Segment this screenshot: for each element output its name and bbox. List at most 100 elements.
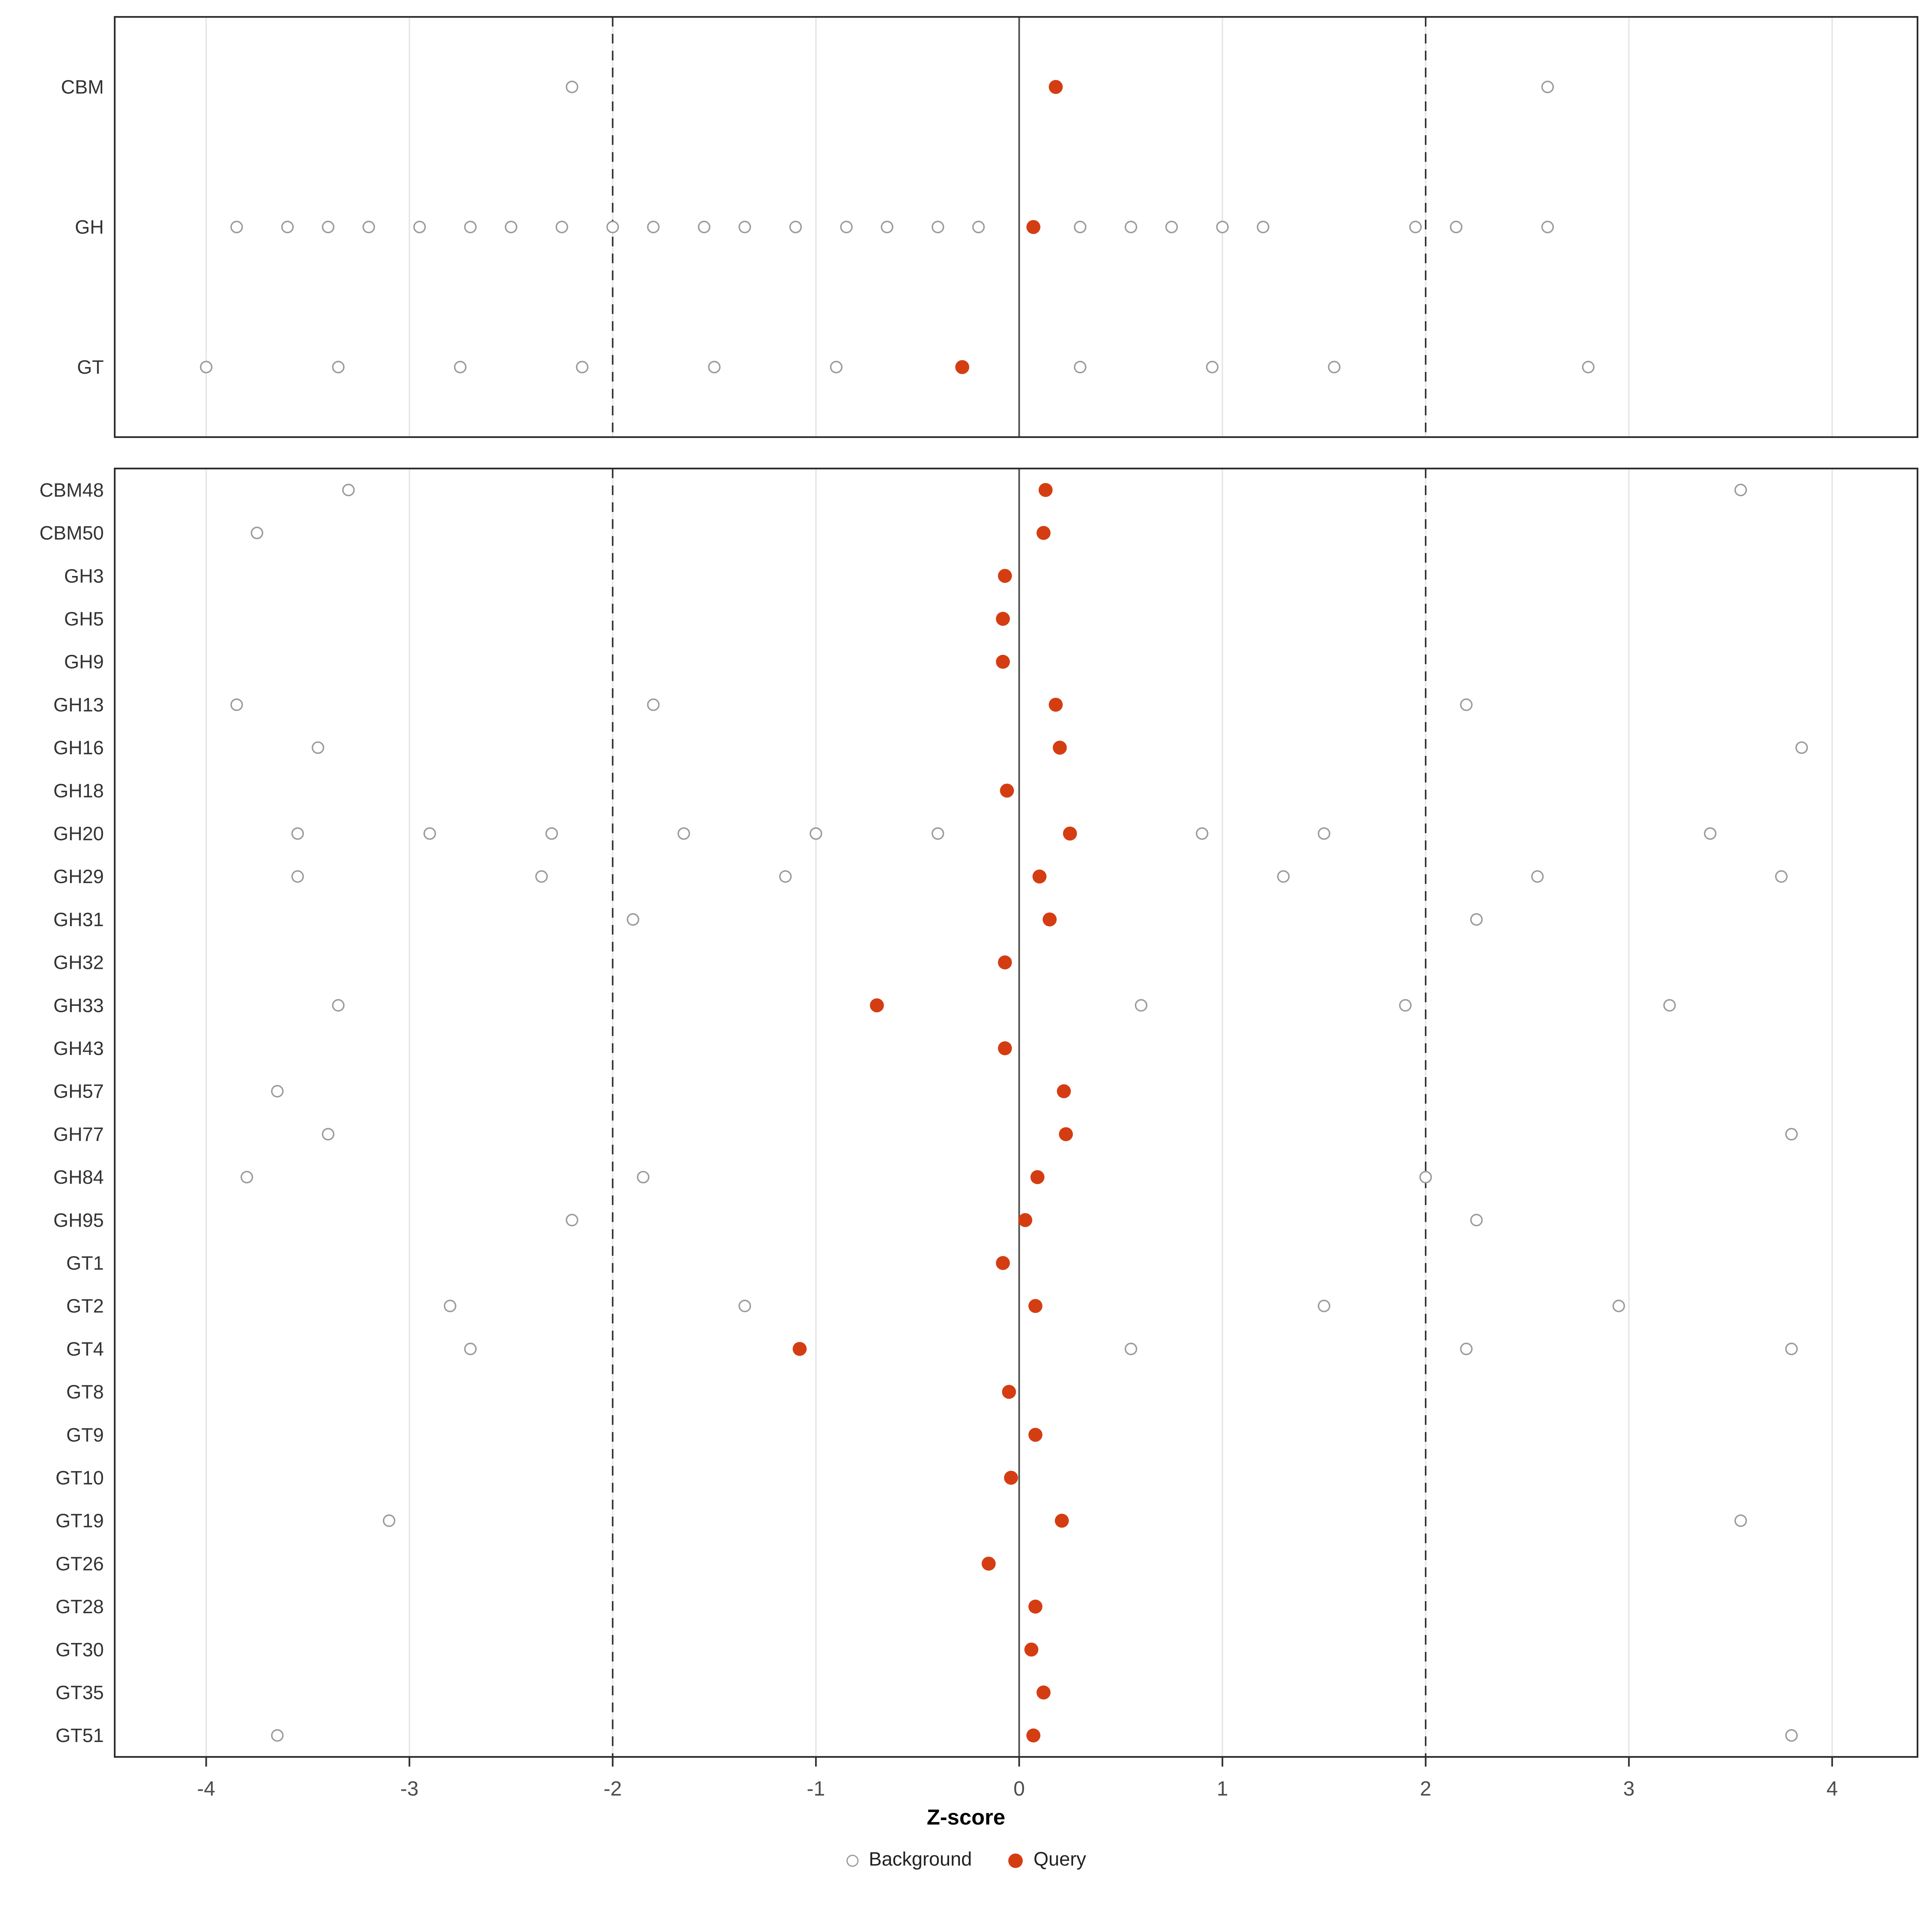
background-point — [566, 80, 578, 93]
row-label: GH3 — [64, 566, 104, 587]
background-point — [444, 1300, 456, 1313]
background-point — [1216, 221, 1229, 233]
query-point — [996, 612, 1010, 626]
background-point — [1328, 361, 1341, 374]
row-label: GH31 — [54, 909, 104, 931]
query-point — [998, 955, 1012, 970]
background-point — [332, 361, 345, 374]
row-label: GH20 — [54, 823, 104, 844]
background-point — [1775, 870, 1788, 883]
query-point — [998, 1041, 1012, 1055]
query-point — [1000, 783, 1014, 798]
background-point — [809, 827, 822, 840]
legend-item-background: Background — [846, 1850, 972, 1872]
background-point — [1470, 1214, 1483, 1226]
background-point — [677, 827, 690, 840]
query-point — [1059, 1127, 1073, 1141]
background-point — [1257, 221, 1269, 233]
tick-label: 4 — [1827, 1777, 1838, 1800]
query-point — [1028, 1299, 1042, 1313]
background-point — [1399, 999, 1412, 1012]
background-point — [362, 221, 375, 233]
background-point — [312, 741, 324, 754]
panel-border — [114, 467, 1919, 1758]
query-point — [1055, 1513, 1069, 1528]
background-point — [291, 827, 304, 840]
row-label: GT — [77, 357, 104, 378]
background-point — [1785, 1729, 1798, 1742]
row-label: GH13 — [54, 694, 104, 716]
row-label: GH95 — [54, 1210, 104, 1231]
query-point — [1036, 1685, 1051, 1700]
row-label: GH16 — [54, 737, 104, 759]
query-point — [981, 1556, 996, 1571]
background-point — [1541, 80, 1554, 93]
background-point — [1195, 827, 1209, 840]
tick-label: 2 — [1420, 1777, 1431, 1800]
background-point — [1785, 1342, 1798, 1355]
query-point — [1002, 1385, 1016, 1399]
legend-item-query: Query — [1008, 1850, 1086, 1872]
tick-label: 0 — [1013, 1777, 1025, 1800]
query-point — [1042, 912, 1057, 927]
background-point — [464, 221, 477, 233]
chart-canvas: CBM GH GT CBM48 CBM50 GH3 GH5 GH9 GH13 GH16 GH18 GH… — [39, 16, 1919, 1800]
panel-top: CBM GH GT — [61, 16, 1919, 438]
row-label: CBM — [61, 77, 104, 98]
background-point — [1470, 913, 1483, 926]
query-point — [1032, 869, 1046, 884]
row-label: GH18 — [54, 780, 104, 802]
background-point — [454, 361, 467, 374]
background-point — [1541, 221, 1554, 233]
query-point — [1063, 826, 1077, 841]
query-point — [1030, 1170, 1044, 1184]
query-point-icon — [1008, 1854, 1023, 1868]
background-point — [240, 1170, 253, 1184]
background-point — [271, 1729, 284, 1742]
background-point — [1663, 999, 1676, 1012]
background-point — [647, 221, 660, 233]
background-point — [1317, 1300, 1331, 1313]
row-label: GT19 — [56, 1511, 104, 1532]
background-point — [555, 221, 568, 233]
background-point — [413, 221, 426, 233]
background-point-icon — [846, 1855, 858, 1867]
background-point — [505, 221, 518, 233]
background-point — [1460, 698, 1473, 711]
background-point — [1612, 1300, 1625, 1313]
row-label: GH29 — [54, 866, 104, 888]
row-label: GH57 — [54, 1081, 104, 1102]
background-point — [789, 221, 802, 233]
background-point — [647, 698, 660, 711]
query-point — [1057, 1084, 1071, 1098]
query-point — [1026, 1728, 1040, 1743]
x-axis-title: Z-score — [927, 1805, 1005, 1829]
background-point — [1073, 361, 1087, 374]
background-point — [1460, 1342, 1473, 1355]
query-point — [793, 1342, 807, 1356]
background-point — [606, 221, 619, 233]
row-label: GH43 — [54, 1038, 104, 1059]
background-point — [698, 221, 710, 233]
background-point — [1785, 1128, 1798, 1141]
background-point — [332, 999, 345, 1012]
query-point — [870, 998, 884, 1013]
background-point — [1317, 827, 1331, 840]
tick-label: -2 — [603, 1777, 621, 1800]
background-point — [342, 483, 355, 496]
background-point — [840, 221, 853, 233]
row-label: GH33 — [54, 995, 104, 1016]
query-point — [996, 1256, 1010, 1270]
background-point — [535, 870, 548, 883]
query-point — [1024, 1642, 1038, 1657]
background-point — [881, 221, 894, 233]
background-point — [738, 1300, 751, 1313]
background-point — [1125, 221, 1137, 233]
tick-label: -4 — [197, 1777, 215, 1800]
background-point — [830, 361, 843, 374]
background-point — [1419, 1170, 1432, 1184]
tick-label: -3 — [400, 1777, 419, 1800]
background-point — [230, 221, 243, 233]
background-point — [1704, 827, 1717, 840]
